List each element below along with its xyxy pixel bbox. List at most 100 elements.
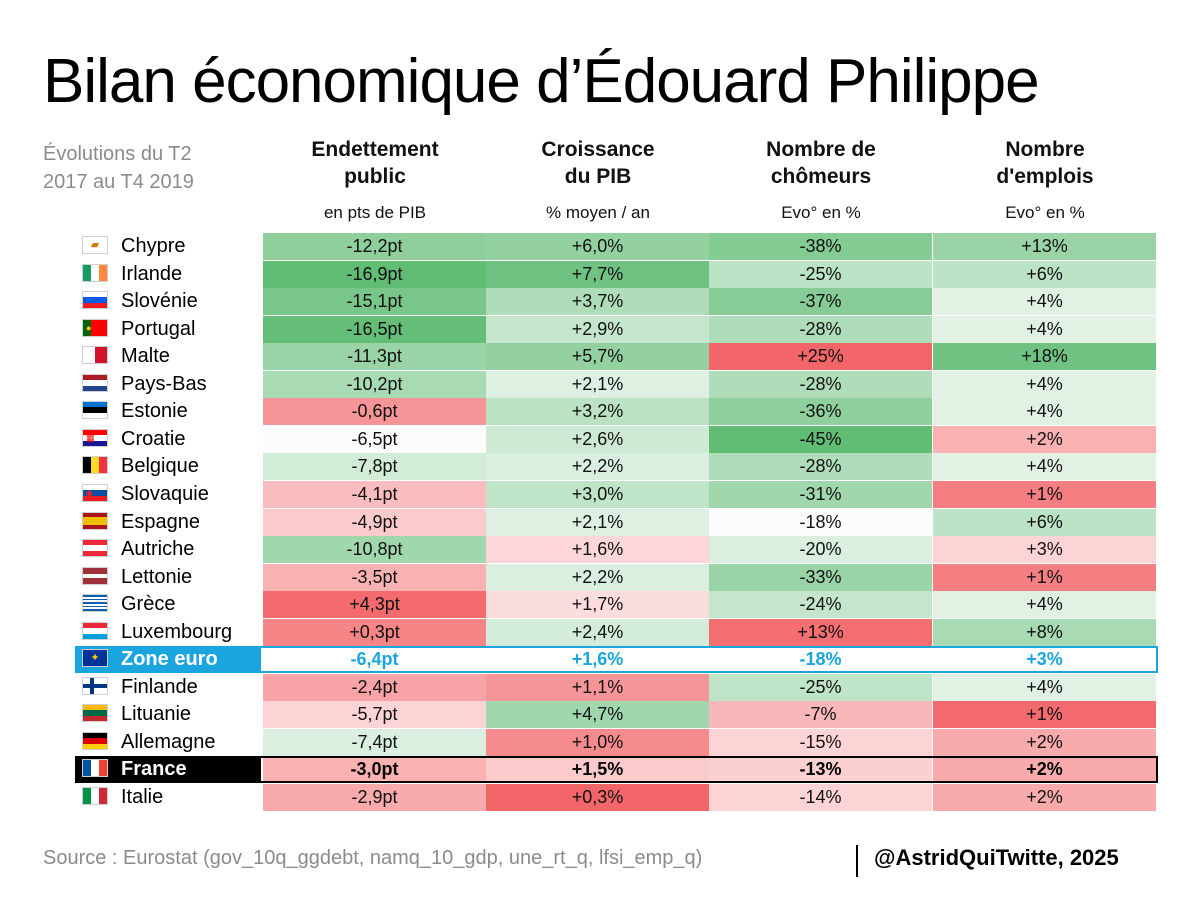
column-unit-emplois: Evo° en % (1005, 203, 1085, 222)
heatmap-cell: +25% (709, 343, 932, 370)
netherlands-flag-icon (82, 374, 108, 392)
table-row: Espagne -4,9pt +2,1% -18% +6% (75, 509, 1158, 536)
estonia-flag-icon (82, 401, 108, 419)
heatmap-cell: +6% (933, 261, 1156, 288)
ireland-flag-icon (82, 264, 108, 282)
heatmap-cell: -4,9pt (263, 509, 486, 536)
heatmap-cell: +2% (933, 784, 1156, 811)
country-name: Italie (121, 786, 164, 808)
heatmap-cell: -3,5pt (263, 564, 486, 591)
heatmap-cell: +13% (933, 233, 1156, 260)
heatmap-cell: +2,6% (486, 426, 709, 453)
heatmap-cell: +4% (933, 398, 1156, 425)
column-header-line: Nombre de (766, 138, 876, 161)
france-row: France -3,0pt +1,5% -13% +2% (75, 756, 1158, 783)
country-name: Portugal (121, 318, 196, 340)
period-label: Évolutions du T2 2017 au T4 2019 (43, 140, 258, 196)
heatmap-cell: +2% (933, 756, 1156, 783)
heatmap-cell: +4% (933, 453, 1156, 480)
heatmap-cell: -45% (709, 426, 932, 453)
luxembourg-flag-icon (82, 622, 108, 640)
heatmap-cell: +7,7% (486, 261, 709, 288)
country-name: France (121, 758, 187, 780)
country-name: Pays-Bas (121, 373, 207, 395)
heatmap-cell: +3,0% (486, 481, 709, 508)
table-row: Allemagne -7,4pt +1,0% -15% +2% (75, 729, 1158, 756)
heatmap-cell: -31% (709, 481, 932, 508)
slovakia-flag-icon: ◆ (82, 484, 108, 502)
heatmap-cell: +4% (933, 591, 1156, 618)
heatmap-cell: -33% (709, 564, 932, 591)
table-row: Lituanie -5,7pt +4,7% -7% +1% (75, 701, 1158, 728)
heatmap-cell: -10,2pt (263, 371, 486, 398)
heatmap-cell: +1% (933, 564, 1156, 591)
table-row: ● Portugal -16,5pt +2,9% -28% +4% (75, 316, 1158, 343)
heatmap-cell: -0,6pt (263, 398, 486, 425)
heatmap-cell: -25% (709, 261, 932, 288)
heatmap-cell: -28% (709, 316, 932, 343)
country-name: Estonie (121, 400, 188, 422)
malta-flag-icon (82, 346, 108, 364)
heatmap-cell: -24% (709, 591, 932, 618)
heatmap-cell: +3% (933, 536, 1156, 563)
cyprus-flag-icon: ▰ (82, 236, 108, 254)
column-header-line: Nombre (1005, 138, 1085, 161)
table-row: Italie -2,9pt +0,3% -14% +2% (75, 784, 1158, 811)
heatmap-cell: -28% (709, 453, 932, 480)
spain-flag-icon (82, 512, 108, 530)
heatmap-cell: -16,5pt (263, 316, 486, 343)
heatmap-cell: -10,8pt (263, 536, 486, 563)
heatmap-cell: -5,7pt (263, 701, 486, 728)
column-header-line: chômeurs (770, 165, 872, 188)
table-row: ▦ Croatie -6,5pt +2,6% -45% +2% (75, 426, 1158, 453)
heatmap-cell: +1,6% (486, 536, 709, 563)
heatmap-cell: +2,2% (486, 564, 709, 591)
heatmap-cell: +1,6% (486, 646, 709, 673)
footer-divider (856, 845, 858, 877)
table-row: ▰ Chypre -12,2pt +6,0% -38% +13% (75, 233, 1158, 260)
heatmap-cell: -7,8pt (263, 453, 486, 480)
belgium-flag-icon (82, 456, 108, 474)
heatmap-cell: +4% (933, 371, 1156, 398)
table-row: Luxembourg +0,3pt +2,4% +13% +8% (75, 619, 1158, 646)
country-name: Irlande (121, 263, 183, 285)
table-row: Grèce +4,3pt +1,7% -24% +4% (75, 591, 1158, 618)
country-name: Autriche (121, 538, 195, 560)
heatmap-cell: +3,2% (486, 398, 709, 425)
heatmap-cell: +4,7% (486, 701, 709, 728)
heatmap-cell: -13% (709, 756, 932, 783)
column-header-line: Croissance (541, 138, 655, 161)
heatmap-cell: +6% (933, 509, 1156, 536)
column-unit-croissance: % moyen / an (546, 203, 650, 222)
heatmap-cell: -18% (709, 509, 932, 536)
table-row: ◆ Slovaquie -4,1pt +3,0% -31% +1% (75, 481, 1158, 508)
heatmap-cell: -11,3pt (263, 343, 486, 370)
column-unit-chomeurs: Evo° en % (781, 203, 861, 222)
country-name: Zone euro (121, 648, 218, 670)
france-flag-icon (82, 759, 108, 777)
column-header-line: d'emplois (996, 165, 1094, 188)
heatmap-cell: -6,5pt (263, 426, 486, 453)
country-name: Grèce (121, 593, 176, 615)
page-title: Bilan économique d’Édouard Philippe (43, 47, 1040, 116)
heatmap-cell: +0,3pt (263, 619, 486, 646)
heatmap-cell: +6,0% (486, 233, 709, 260)
column-header-endettement: Endettement public (263, 136, 487, 190)
heatmap-cell: -16,9pt (263, 261, 486, 288)
heatmap-cell: +2,1% (486, 371, 709, 398)
column-header-line: du PIB (564, 165, 632, 188)
column-header-chomeurs: Nombre de chômeurs (709, 136, 933, 190)
portugal-flag-icon: ● (82, 319, 108, 337)
heatmap-cell: +2% (933, 426, 1156, 453)
heatmap-cell: -14% (709, 784, 932, 811)
latvia-flag-icon (82, 567, 108, 585)
croatia-flag-icon: ▦ (82, 429, 108, 447)
austria-flag-icon (82, 539, 108, 557)
country-name: Malte (121, 345, 170, 367)
germany-flag-icon (82, 732, 108, 750)
country-name: Finlande (121, 676, 198, 698)
column-header-line: public (344, 165, 406, 188)
heatmap-cell: -6,4pt (263, 646, 486, 673)
column-header-emplois: Nombre d'emplois (933, 136, 1157, 190)
table-row: Finlande -2,4pt +1,1% -25% +4% (75, 674, 1158, 701)
